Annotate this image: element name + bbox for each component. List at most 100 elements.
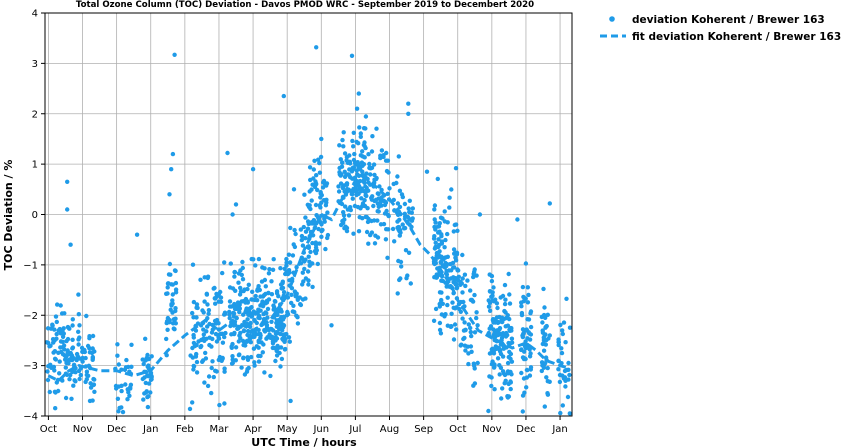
scatter-point [452,265,457,270]
y-tick-label: −1 [23,260,38,271]
scatter-point [144,357,150,362]
scatter-point [341,144,346,149]
scatter-point [459,342,464,347]
scatter-point [307,165,313,170]
scatter-point [287,283,292,288]
scatter-point [495,305,500,311]
scatter-point [168,307,173,312]
scatter-point [545,379,550,384]
scatter-point [319,222,324,227]
scatter-point [437,229,442,234]
scatter-point [375,218,380,223]
scatter-point [262,277,268,283]
scatter-point [264,336,269,341]
scatter-point [256,256,262,262]
scatter-point [547,201,552,206]
x-tick-label: Mar [210,424,230,435]
scatter-point [363,214,368,220]
scatter-point [319,193,324,198]
scatter-point [76,292,81,297]
scatter-point [452,322,458,327]
scatter-point [168,272,173,277]
scatter-point [500,315,505,320]
scatter-point [216,335,221,340]
scatter-point [232,319,237,325]
scatter-point [190,262,196,267]
scatter-point [359,196,364,201]
x-tick-label: Dec [107,424,126,435]
scatter-point [385,191,390,196]
scatter-point [364,171,369,176]
scatter-point [453,166,459,171]
scatter-point [466,361,471,367]
scatter-point [385,255,390,260]
scatter-point [222,260,227,265]
scatter-point [361,162,367,167]
scatter-point [492,348,497,353]
scatter-point [90,354,96,360]
scatter-point [558,322,563,328]
scatter-point [278,364,283,369]
scatter-point [316,216,321,222]
scatter-point [526,317,532,322]
scatter-point [302,192,307,197]
scatter-point [357,125,362,130]
scatter-point [258,353,263,359]
scatter-point [116,409,121,414]
scatter-point [275,343,280,349]
scatter-point [449,324,454,329]
scatter-point [281,337,286,343]
scatter-point [323,213,328,219]
scatter-point [50,337,56,342]
x-tick-label: Feb [176,424,194,435]
scatter-point [437,304,442,309]
scatter-point [288,225,293,231]
scatter-point [319,234,324,239]
scatter-point [337,172,342,177]
scatter-point [70,337,75,342]
scatter-point [391,181,396,187]
scatter-point [64,338,69,344]
scatter-point [371,162,377,167]
scatter-point [125,397,130,402]
scatter-point [354,192,359,198]
scatter-point [526,292,531,298]
scatter-point [502,282,508,288]
scatter-point [489,273,495,279]
scatter-point [299,237,304,243]
scatter-point [438,300,443,306]
scatter-point [194,359,200,365]
scatter-point [399,264,404,269]
scatter-point [520,284,526,290]
scatter-point [566,360,571,366]
scatter-point [544,337,549,343]
scatter-point [369,230,375,235]
scatter-point [398,276,403,281]
scatter-point [562,368,568,374]
scatter-point [305,269,311,274]
scatter-point [188,353,193,358]
scatter-point [115,353,120,358]
scatter-point [351,130,356,135]
scatter-point [230,286,236,291]
scatter-point [365,219,371,225]
x-tick-label: Jun [312,424,329,435]
scatter-point [506,271,511,277]
scatter-point [369,218,374,224]
scatter-point [442,209,447,214]
scatter-point [232,274,237,279]
scatter-point [245,355,250,360]
scatter-point [248,320,253,326]
scatter-point [77,335,82,340]
scatter-point [462,272,468,277]
scatter-point [336,199,341,204]
scatter-point [381,154,386,160]
scatter-point [315,187,320,193]
scatter-point [524,375,529,380]
scatter-point [266,290,271,296]
scatter-point [190,400,195,405]
scatter-point [244,321,249,326]
scatter-point [204,291,209,296]
scatter-point [198,323,204,328]
scatter-point [316,157,321,162]
